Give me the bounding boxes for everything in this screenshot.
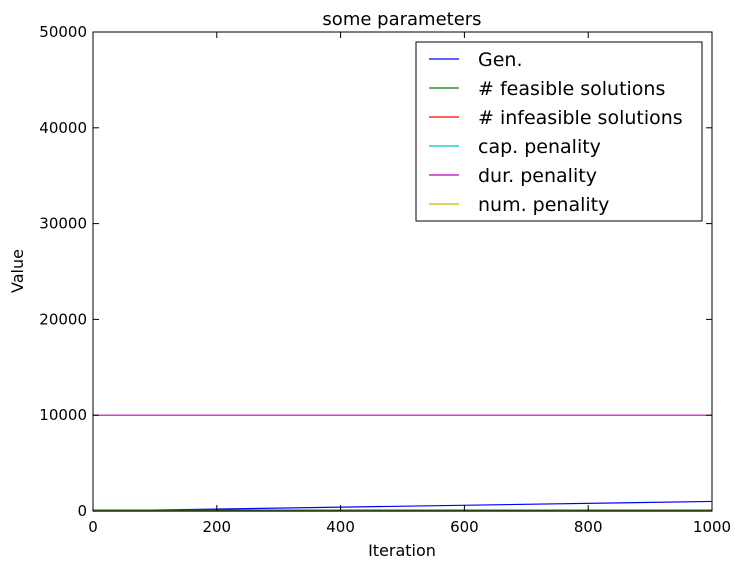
x-tick-label-5: 1000 <box>693 518 731 536</box>
legend: Gen. # feasible solutions # infeasible sol… <box>415 41 703 222</box>
x-tick-label-4: 800 <box>574 518 603 536</box>
legend-label-1: # feasible solutions <box>478 78 665 100</box>
y-tick-label-3: 30000 <box>39 215 87 233</box>
tick-labels: 0 200 400 600 800 100001000020000300004000050… <box>39 23 731 536</box>
legend-label-2: # infeasible solutions <box>478 107 683 129</box>
legend-label-0: Gen. <box>478 49 523 71</box>
legend-box <box>415 41 703 222</box>
x-axis-label: Iteration <box>368 541 436 560</box>
axis-ticks <box>92 31 713 512</box>
y-tick-label-0: 0 <box>77 502 87 520</box>
series-lines <box>92 414 713 512</box>
x-tick-label-3: 600 <box>450 518 479 536</box>
series-line-0 <box>92 500 713 512</box>
x-tick-label-1: 200 <box>202 518 231 536</box>
y-tick-label-5: 50000 <box>39 23 87 41</box>
legend-label-4: dur. penality <box>478 165 597 187</box>
legend-label-5: num. penality <box>478 194 609 216</box>
legend-label-3: cap. penality <box>478 136 601 158</box>
y-tick-label-2: 20000 <box>39 310 87 328</box>
x-tick-label-2: 400 <box>326 518 355 536</box>
y-tick-label-1: 10000 <box>39 406 87 424</box>
plot-frame <box>92 31 713 512</box>
x-tick-label-0: 0 <box>88 518 98 536</box>
chart-title: some parameters <box>322 9 481 30</box>
y-axis-label: Value <box>8 249 27 293</box>
y-tick-label-4: 40000 <box>39 119 87 137</box>
